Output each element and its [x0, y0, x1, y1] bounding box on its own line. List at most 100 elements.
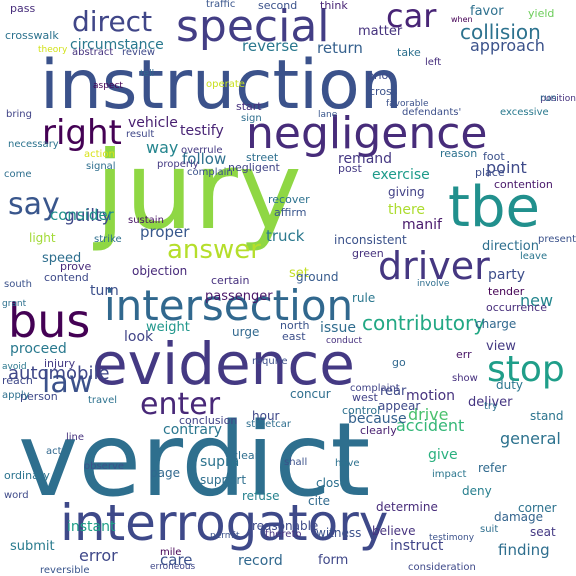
cloud-word: new — [520, 291, 554, 310]
cloud-word: rule — [352, 291, 376, 305]
cloud-word: observe — [84, 461, 125, 472]
cloud-word: support — [200, 473, 247, 487]
cloud-word: consideration — [408, 562, 476, 573]
cloud-word: consider — [50, 206, 114, 224]
cloud-word: west — [352, 391, 378, 404]
cloud-word: negligent — [228, 161, 280, 174]
cloud-word: turn — [90, 283, 119, 299]
cloud-word: seat — [530, 525, 556, 539]
cloud-word: grant — [2, 299, 27, 309]
cloud-word: look — [124, 329, 154, 345]
cloud-word: complain — [187, 167, 233, 178]
cloud-word: green — [352, 247, 384, 260]
cloud-word: shall — [284, 457, 308, 468]
cloud-word: form — [318, 553, 349, 568]
cloud-word: follow — [182, 150, 227, 168]
cloud-word: sustain — [128, 215, 164, 226]
cloud-word: word — [4, 490, 29, 501]
cloud-word: jury — [95, 129, 302, 254]
cloud-word: verdict — [18, 401, 371, 520]
cloud-word: bring — [6, 109, 32, 120]
cloud-word: require — [252, 356, 288, 367]
cloud-word: complaint — [350, 383, 400, 394]
cloud-word: special — [176, 1, 330, 52]
cloud-word: way — [146, 138, 179, 157]
cloud-word: clearly — [360, 424, 397, 437]
cloud-word: rear — [380, 384, 407, 399]
cloud-word: care — [160, 551, 193, 569]
cloud-word: go — [392, 356, 406, 369]
cloud-word: concur — [290, 387, 331, 401]
cloud-word: sign — [241, 113, 262, 124]
cloud-word: refer — [478, 461, 507, 475]
cloud-word: ground — [296, 270, 339, 284]
cloud-word: speed — [42, 251, 82, 266]
cloud-word: manif — [402, 217, 442, 233]
cloud-word: general — [500, 429, 561, 448]
cloud-word: thereto — [265, 529, 302, 540]
cloud-word: point — [486, 158, 527, 177]
cloud-word: injury — [44, 357, 76, 370]
cloud-word: finding — [498, 541, 550, 559]
cloud-word: error — [79, 546, 118, 565]
cloud-word: prior — [367, 69, 393, 82]
cloud-word: place — [475, 166, 505, 179]
cloud-word: traffic — [206, 0, 236, 10]
cloud-word: run — [540, 93, 557, 104]
cloud-word: act — [46, 446, 62, 457]
cloud-word: contention — [494, 178, 553, 191]
cloud-word: driver — [378, 244, 490, 288]
cloud-word: operate — [206, 79, 245, 90]
cloud-word: control — [342, 404, 381, 417]
cloud-word: testify — [180, 123, 224, 139]
cloud-word: view — [486, 339, 516, 354]
cloud-word: favor — [470, 4, 504, 19]
cloud-word: mile — [160, 547, 182, 558]
cloud-word: stand — [530, 409, 564, 423]
cloud-word: recover — [268, 193, 310, 206]
cloud-word: foot — [483, 150, 505, 163]
cloud-word: vehicle — [128, 115, 178, 131]
cloud-word: damage — [494, 510, 544, 524]
cloud-word: signal — [86, 161, 116, 172]
cloud-word: suit — [480, 524, 499, 535]
cloud-word: second — [258, 0, 298, 12]
cloud-word: affirm — [274, 206, 307, 219]
cloud-word: appear — [378, 399, 421, 413]
cloud-word: reversible — [40, 565, 90, 576]
cloud-word: street — [246, 151, 279, 164]
cloud-word: start — [236, 100, 262, 113]
cloud-word: necessary — [8, 139, 59, 150]
cloud-word: enter — [140, 387, 221, 422]
cloud-word: motion — [406, 388, 456, 404]
cloud-word: intersection — [104, 281, 354, 330]
cloud-word: excessive — [500, 107, 549, 118]
cloud-word: evidence — [92, 330, 355, 398]
cloud-word: east — [282, 330, 306, 343]
cloud-word: take — [397, 46, 421, 59]
cloud-word: contrary — [163, 422, 223, 438]
cloud-word: present — [537, 234, 576, 245]
cloud-word: matter — [358, 24, 403, 39]
cloud-word: tell — [140, 69, 155, 79]
cloud-word: objection — [132, 264, 188, 278]
cloud-word: yield — [528, 7, 555, 20]
cloud-word: say — [8, 187, 60, 222]
cloud-word: reverse — [242, 37, 299, 55]
cloud-word: crosswalk — [5, 29, 59, 42]
cloud-word: permit — [210, 531, 240, 541]
cloud-word: left — [425, 57, 442, 68]
cloud-word: involve — [417, 279, 450, 289]
cloud-word: south — [4, 279, 32, 290]
cloud-word: position — [540, 94, 576, 104]
cloud-word: lane — [318, 110, 338, 120]
cloud-word: contributory — [362, 311, 486, 335]
cloud-word: accident — [396, 416, 465, 435]
cloud-word: erroneous — [150, 562, 196, 572]
cloud-word: right — [42, 113, 122, 153]
cloud-word: stop — [487, 349, 565, 390]
cloud-word: inconsistent — [334, 233, 407, 247]
cloud-word: cite — [308, 494, 331, 508]
cloud-word: because — [348, 411, 407, 427]
cloud-word: defendants' — [402, 107, 462, 118]
